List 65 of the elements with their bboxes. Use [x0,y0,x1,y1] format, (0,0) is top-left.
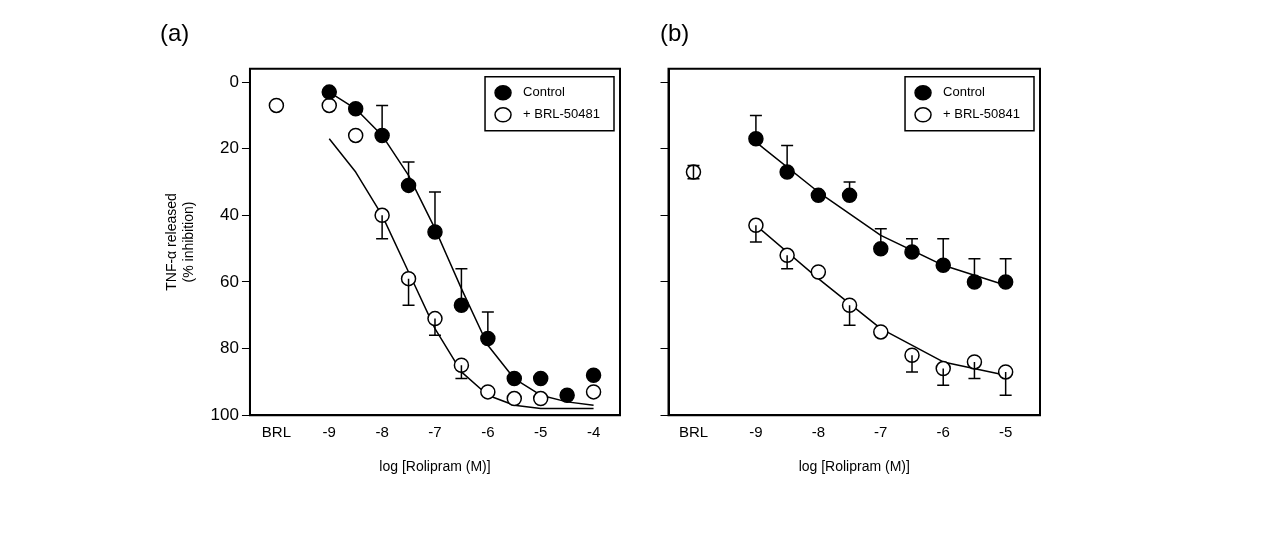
point [748,131,764,147]
point [810,187,827,204]
point [480,384,496,400]
point [966,274,983,290]
point [748,217,764,234]
point [935,257,951,274]
y-axis-title: TNF-α released (% inhibition) [163,193,197,291]
point [321,97,338,114]
point [966,354,983,370]
x-tick-label: -5 [998,423,1013,441]
point [935,360,951,377]
point [841,187,858,204]
point [400,177,417,194]
point [997,364,1014,380]
legend-label: Control [523,84,566,100]
point [585,384,602,400]
x-tick-label: -9 [749,423,763,441]
y-tick-label: 0 [229,71,239,91]
x-tick-label: -8 [811,423,826,441]
point [841,297,858,314]
point [997,274,1014,290]
y-tick-label: 20 [220,138,239,158]
point [585,367,602,383]
point [347,101,364,117]
x-tick-label: BRL [678,423,709,441]
x-tick-label: -6 [936,423,950,441]
point [873,324,889,340]
point [779,247,795,264]
x-tick-label: -8 [375,423,389,441]
x-tick-label: -9 [322,423,336,441]
point [453,297,470,314]
point [374,207,390,224]
point [559,387,575,403]
chart-title: (a) [160,19,190,47]
x-tick-label: -4 [586,423,601,441]
x-tick-label: -7 [428,423,442,441]
point [532,390,549,407]
legend-label: + BRL-50841 [943,106,1021,122]
point [374,127,390,144]
point [904,347,920,363]
point [532,370,549,387]
point [506,390,523,407]
point [779,164,795,180]
y-tick-label: 60 [220,271,239,291]
point [400,270,417,287]
point [810,264,827,280]
point [506,370,523,387]
point [321,84,338,100]
point [873,240,889,257]
x-axis-title: log [Rolipram (M)] [798,458,910,475]
x-tick-label: BRL [261,423,291,441]
y-tick-label: 80 [220,338,239,358]
y-tick-label: 40 [220,205,239,225]
point [453,357,470,373]
point [268,97,285,114]
legend-label: + BRL-50481 [523,106,601,122]
x-tick-label: -7 [874,423,888,441]
x-tick-label: -6 [481,423,495,441]
chart-title: (b) [660,19,690,47]
point [480,330,496,347]
x-axis-title: log [Rolipram (M)] [379,458,491,475]
x-tick-label: -5 [534,423,548,441]
legend-label: Control [943,84,986,100]
point [347,127,364,144]
y-tick-label: 100 [210,404,239,424]
